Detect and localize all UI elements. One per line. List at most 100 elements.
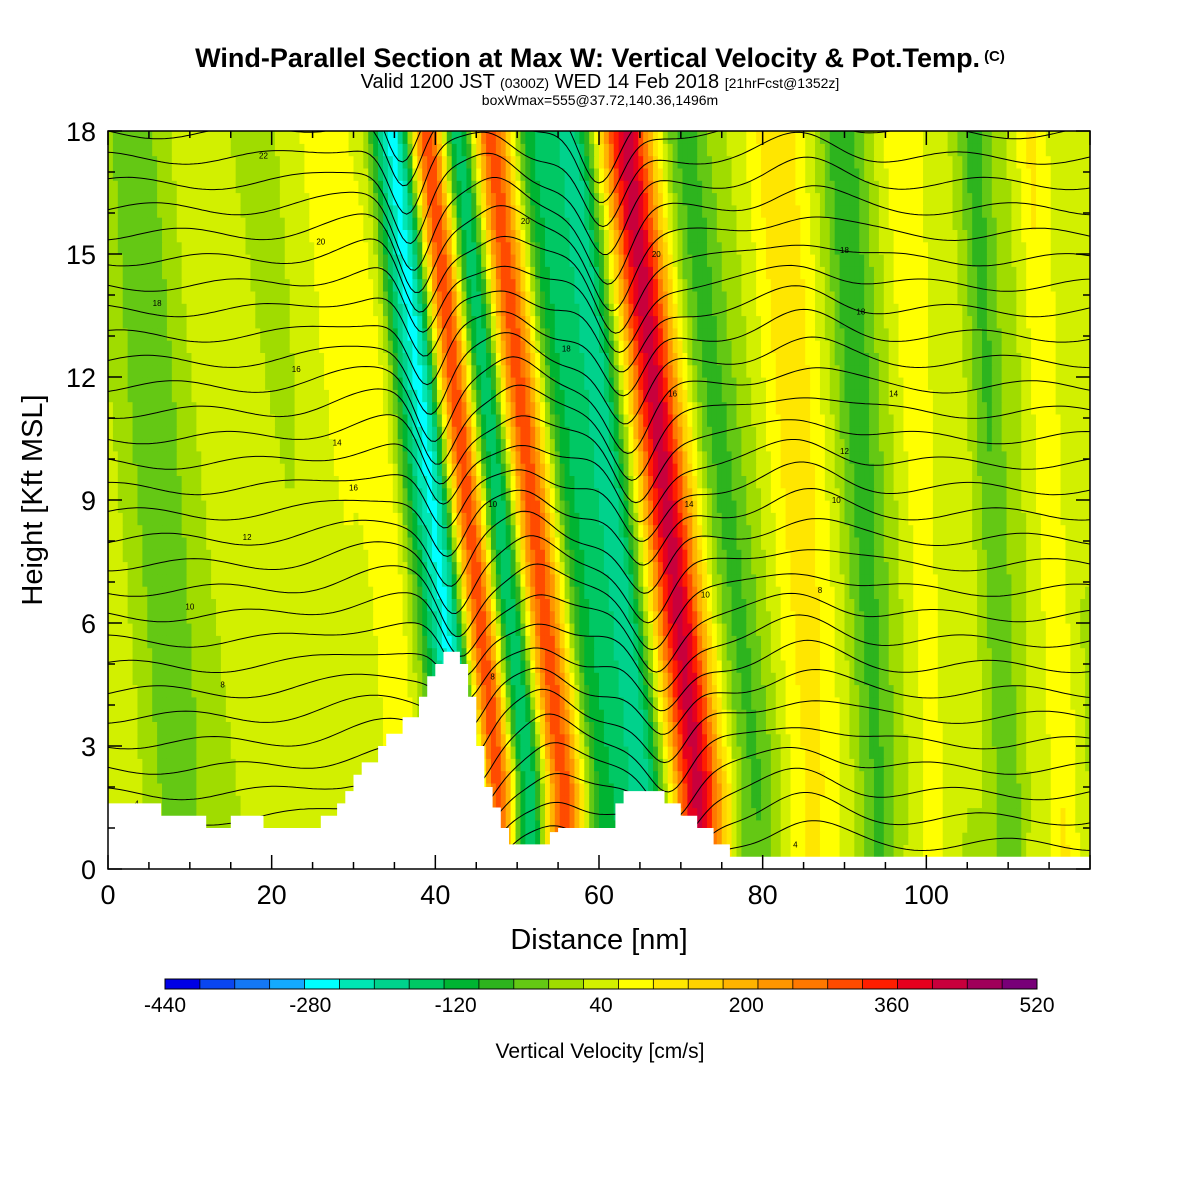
- theta-contour-line: [108, 308, 1090, 397]
- copyright-mark: (C): [984, 48, 1005, 65]
- colorbar-tick-label: -120: [435, 994, 477, 1017]
- theta-contour-line: [108, 461, 1090, 542]
- colorbar-tick-labels: -440 -280 -120 40 200 360 520: [144, 994, 1055, 1017]
- theta-contour-line: [108, 614, 1090, 692]
- terrain-profile: [108, 651, 1090, 869]
- theta-contours: 4 8 10 12 16 14 16 18 20 22 8 10 18 20 20 16 14 10 18 18 14 1…: [108, 131, 1090, 869]
- x-axis-label: Distance [nm]: [510, 924, 687, 956]
- y-tick-label: 6: [81, 609, 96, 639]
- theta-contour-line: [108, 332, 1090, 425]
- colorbar-swatch: [199, 979, 236, 989]
- theta-contour-label: 8: [818, 586, 823, 595]
- theta-contour-label: 12: [840, 447, 849, 456]
- theta-contour-label: 12: [243, 533, 252, 542]
- theta-contour-line: [108, 639, 1090, 712]
- theta-contour-line: [108, 563, 1090, 651]
- x-tick-label: 80: [748, 880, 778, 910]
- theta-contour-label: 8: [490, 672, 495, 681]
- theta-contour-line: [108, 414, 1090, 504]
- y-tick-label: 15: [66, 240, 96, 270]
- valid-utc: (0300Z): [500, 75, 550, 91]
- theta-contour-line: [108, 235, 1090, 334]
- colorbar-swatch: [862, 979, 898, 989]
- y-tick-label: 0: [81, 855, 96, 885]
- theta-contour-line: [108, 356, 1090, 455]
- colorbar-swatch: [513, 979, 550, 989]
- theta-contour-line: [108, 384, 1090, 481]
- theta-contour-label: 16: [668, 389, 677, 398]
- theta-contour-line: [108, 487, 1090, 566]
- valid-time-line: Valid 1200 JST (0300Z) WED 14 Feb 2018 […: [0, 72, 1200, 93]
- theta-contour-line: [108, 177, 1090, 285]
- colorbar-swatch: [409, 979, 445, 989]
- theta-contour-line: [108, 205, 1090, 312]
- theta-contour-label: 18: [856, 307, 865, 316]
- theta-contour-label: 14: [685, 500, 694, 509]
- colorbar-swatch: [757, 979, 794, 989]
- theta-contour-line: [108, 767, 1090, 843]
- theta-contour-label: 18: [840, 246, 849, 255]
- theta-contour-line: [108, 131, 1090, 228]
- colorbar-tick-label: -280: [289, 994, 331, 1017]
- theta-contour-label: 8: [220, 681, 225, 690]
- theta-contour-line: [383, 131, 633, 184]
- theta-contour-line: [108, 592, 1090, 673]
- theta-contour-line: [108, 713, 1090, 793]
- theta-contour-line: [108, 688, 1090, 764]
- forecast-info: [21hrFcst@1352z]: [724, 75, 840, 91]
- colorbar-swatch: [792, 979, 829, 989]
- terrain: [108, 651, 1090, 869]
- colorbar: [164, 978, 1038, 990]
- x-tick-label: 60: [584, 880, 614, 910]
- colorbar-swatch: [269, 979, 306, 989]
- x-tick-label: 0: [100, 880, 115, 910]
- colorbar-swatch: [304, 979, 340, 989]
- theta-contour-label: 20: [652, 250, 661, 259]
- colorbar-swatch: [932, 979, 968, 989]
- theta-contour-label: 16: [292, 365, 301, 374]
- theta-contour-label: 10: [488, 500, 497, 509]
- theta-contour-label: 4: [793, 840, 798, 849]
- theta-contour-line: [108, 742, 1090, 820]
- valid-date: WED 14 Feb 2018: [554, 71, 720, 93]
- colorbar-tick-label: 40: [589, 994, 612, 1017]
- box-info: boxWmax=555@37.72,140.36,1496m: [481, 92, 719, 108]
- colorbar-tick-label: 200: [729, 994, 764, 1017]
- colorbar-tick-label: 360: [874, 994, 909, 1017]
- theta-contour-label: 10: [185, 603, 194, 612]
- theta-contour-label: 14: [333, 439, 342, 448]
- x-tick-label: 100: [904, 880, 949, 910]
- valid-prefix: Valid 1200 JST: [360, 71, 495, 93]
- theta-contour-line: [108, 439, 1090, 523]
- theta-contour-label: 20: [316, 238, 325, 247]
- colorbar-swatch: [618, 979, 654, 989]
- theta-contour-label: 20: [521, 217, 530, 226]
- theta-contour-line: [108, 264, 1090, 353]
- theta-contour-label: 18: [562, 344, 571, 353]
- colorbar-swatch: [723, 979, 759, 989]
- y-tick-label: 3: [81, 732, 96, 762]
- theta-contour-line: [108, 510, 1090, 594]
- x-tick-label: 20: [257, 880, 287, 910]
- colorbar-swatch: [827, 979, 864, 989]
- theta-contour-label: 14: [889, 389, 898, 398]
- colorbar-tick-label: 520: [1019, 994, 1054, 1017]
- y-tick-label: 12: [66, 363, 96, 393]
- theta-contour-line: [108, 131, 1068, 203]
- colorbar-swatch: [897, 979, 933, 989]
- colorbar-swatch: [478, 979, 515, 989]
- axis-ticks: [107, 130, 1091, 870]
- colorbar-swatch: [234, 979, 271, 989]
- colorbar-swatch: [374, 979, 410, 989]
- theta-contour-line: [108, 535, 1090, 624]
- colorbar-tick-label: -440: [144, 994, 186, 1017]
- colorbar-swatch: [444, 979, 480, 989]
- chart-title: Wind-Parallel Section at Max W: Vertical…: [0, 42, 1200, 73]
- theta-contour-line: [108, 792, 1090, 862]
- colorbar-swatch: [583, 979, 619, 989]
- theta-contour-label: 22: [259, 152, 268, 161]
- theta-contour-label: 10: [701, 590, 710, 599]
- colorbar-swatch: [1002, 979, 1038, 989]
- x-tick-label: 40: [420, 880, 450, 910]
